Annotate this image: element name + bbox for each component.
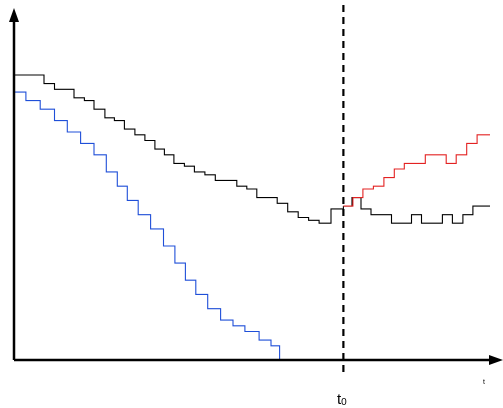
t0-marker-label-subscript: 0 <box>341 397 347 408</box>
y-axis-arrow-icon <box>9 8 19 22</box>
series-line-3 <box>343 197 490 224</box>
series-line-4 <box>343 134 490 207</box>
t0-marker-label-main: t <box>337 391 342 408</box>
axes <box>9 8 503 365</box>
series-line-2 <box>14 74 344 224</box>
x-axis-arrow-icon <box>489 355 503 365</box>
series-layer <box>14 74 490 361</box>
x-axis-label: t <box>483 379 485 386</box>
t0-marker-label: t0 <box>337 391 347 408</box>
series-line-1 <box>14 91 331 361</box>
